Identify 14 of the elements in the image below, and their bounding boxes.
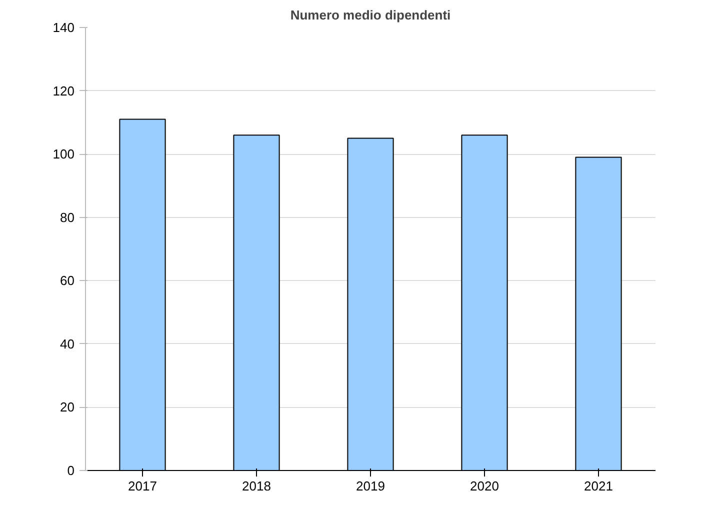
x-tick-label: 2018 <box>242 478 271 494</box>
chart-title: Numero medio dipendenti <box>290 8 451 22</box>
x-tick-label: 2020 <box>470 478 499 494</box>
x-tick-label: 2021 <box>584 478 613 494</box>
y-tick-label: 0 <box>67 463 75 478</box>
y-tick-label: 100 <box>52 146 75 162</box>
x-tick-label: 2017 <box>128 478 157 494</box>
y-tick-label: 80 <box>60 210 75 225</box>
y-tick-label: 120 <box>52 83 75 98</box>
y-tick-label: 60 <box>60 273 75 288</box>
y-tick-label: 20 <box>60 400 75 415</box>
x-tick-label: 2019 <box>356 478 385 494</box>
y-tick-label: 140 <box>52 20 75 35</box>
y-tick-label: 40 <box>60 336 75 352</box>
